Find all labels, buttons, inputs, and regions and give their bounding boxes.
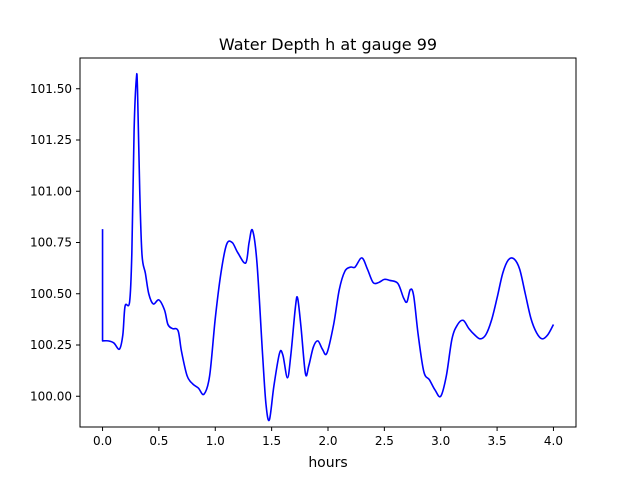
y-tick-label: 101.25: [30, 133, 72, 147]
x-tick-label: 2.0: [318, 434, 337, 448]
x-tick-label: 1.0: [206, 434, 225, 448]
x-tick-label: 1.5: [262, 434, 281, 448]
y-tick-label: 101.50: [30, 82, 72, 96]
y-tick-label: 100.50: [30, 287, 72, 301]
x-axis-label: hours: [308, 455, 347, 471]
y-tick-label: 101.00: [30, 184, 72, 198]
series-line-0: [101, 72, 555, 422]
y-tick-label: 100.25: [30, 338, 72, 352]
axis-ticks: 0.0 0.5 1.0 1.5 2.0 2.5 3.0 3.5 4.0 100.00 100.25 1…: [30, 82, 563, 448]
x-tick-label: 0.5: [149, 434, 168, 448]
chart-title: Water Depth h at gauge 99: [219, 35, 437, 54]
x-tick-label: 4.0: [544, 434, 563, 448]
series-layer: [101, 72, 555, 422]
y-tick-label: 100.75: [30, 236, 72, 250]
y-tick-label: 100.00: [30, 389, 72, 403]
x-tick-label: 3.5: [488, 434, 507, 448]
x-tick-label: 3.0: [431, 434, 450, 448]
x-tick-label: 0.0: [93, 434, 112, 448]
plot-frame: [79, 57, 577, 428]
x-tick-label: 2.5: [375, 434, 394, 448]
